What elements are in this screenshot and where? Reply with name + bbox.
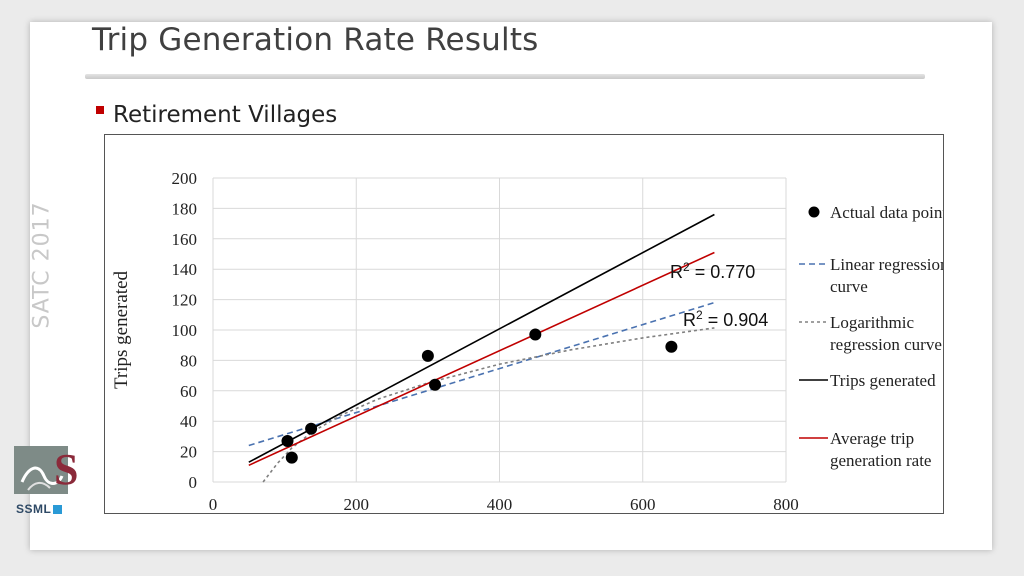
x-tick-label: 0 (209, 495, 218, 513)
data-point (285, 451, 298, 464)
y-tick-label: 100 (172, 321, 198, 340)
legend-marker-points (808, 206, 820, 218)
section-subtitle: Retirement Villages (96, 102, 337, 128)
logo-wordmark: SSML (16, 502, 52, 516)
data-point (529, 328, 542, 341)
scatter-chart: 0 20 40 60 80 100 120 140 160 180 200 0 200 400 600 800… (111, 169, 954, 535)
legend-label: Average trip generation rate (830, 429, 931, 470)
bullet-icon (96, 106, 104, 114)
subtitle-text: Retirement Villages (113, 102, 338, 128)
ssml-logo: S SSML (14, 445, 84, 526)
series-line (248, 251, 715, 467)
data-point (421, 349, 434, 362)
data-point (281, 434, 294, 447)
x-tick-label: 400 (487, 495, 513, 513)
x-tick-label: 600 (630, 495, 656, 513)
legend-label: Logarithmic regression curve (830, 313, 942, 354)
chart-frame: 0 20 40 60 80 100 120 140 160 180 200 0 200 400 600 800… (104, 134, 954, 535)
logo-mark-icon: S (14, 445, 78, 494)
series-line (248, 301, 715, 447)
logo-text: SSML (16, 502, 63, 516)
y-tick-label: 140 (172, 260, 198, 279)
legend-label: Actual data points (830, 203, 943, 222)
series-line (248, 213, 715, 463)
svg-text:S: S (54, 446, 78, 494)
y-tick-label: 40 (180, 412, 197, 431)
page-title: Trip Generation Rate Results (92, 22, 539, 58)
y-tick-label: 60 (180, 382, 197, 401)
y-tick-label: 160 (172, 230, 198, 249)
y-tick-label: 120 (172, 291, 198, 310)
y-tick-label: 0 (189, 473, 198, 492)
series-line (262, 327, 715, 483)
legend-label: Linear regression curve (830, 255, 943, 296)
data-point (665, 340, 678, 353)
y-tick-label: 180 (172, 199, 198, 218)
y-tick-label: 20 (180, 443, 197, 462)
conference-label: SATC 2017 (29, 201, 55, 329)
x-tick-label: 200 (344, 495, 370, 513)
x-tick-label: 800 (773, 495, 799, 513)
y-tick-label: 200 (172, 169, 198, 188)
data-point (429, 378, 442, 391)
legend-label: Trips generated (830, 371, 936, 390)
y-axis-label: Trips generated (111, 270, 132, 389)
r-squared-annotation: R2 = 0.770 (670, 260, 755, 282)
y-tick-label: 80 (180, 351, 197, 370)
data-point (305, 422, 318, 435)
title-divider (85, 74, 925, 79)
r-squared-annotation: R2 = 0.904 (683, 308, 768, 330)
logo-arrow-icon (53, 505, 63, 514)
